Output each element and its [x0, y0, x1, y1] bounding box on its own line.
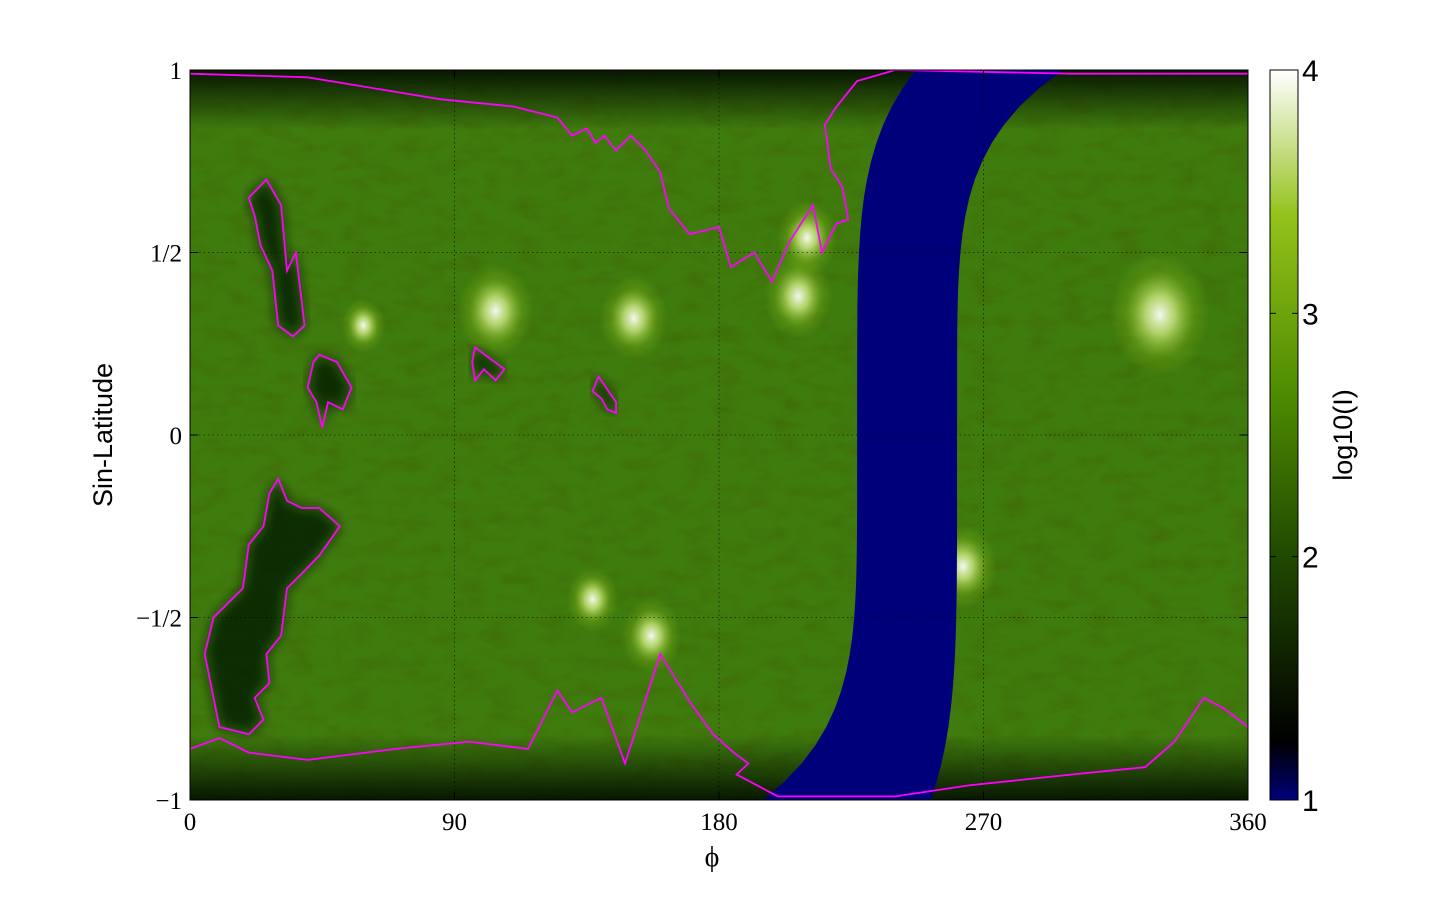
x-tick-label: 0 — [184, 809, 197, 836]
x-tick-label: 270 — [965, 809, 1003, 836]
coronal-hole-fills — [204, 179, 617, 735]
x-tick-label: 180 — [700, 809, 738, 836]
x-axis-ticks: 0 90 180 270 360 — [184, 70, 1267, 836]
bright-region-2 — [599, 275, 668, 361]
small-hole-right-fill — [592, 376, 617, 414]
south-west-hole-contour — [203, 476, 342, 736]
colorbar-label: log10(I) — [1328, 389, 1358, 481]
colorbar-gradient — [1269, 69, 1299, 801]
x-tick-label: 90 — [442, 809, 467, 836]
missing-data-band — [763, 70, 1063, 800]
south-west-hole-fill — [204, 478, 340, 735]
colorbar-tick-label: 2 — [1302, 542, 1319, 575]
plot-area — [190, 70, 1248, 800]
bright-region-8 — [341, 298, 386, 353]
bright-region-1 — [457, 263, 534, 359]
x-tick-label: 360 — [1229, 809, 1267, 836]
y-tick-label: 1 — [170, 58, 183, 85]
x-axis-label: ϕ — [705, 842, 720, 873]
colorbar: 1 2 3 4 log10(I) — [1269, 55, 1358, 818]
south-polar-hole-contour — [190, 651, 1248, 798]
colorbar-tick-label: 3 — [1302, 298, 1319, 331]
bright-region-3 — [764, 253, 833, 339]
midlat-hole-left-contour — [247, 178, 306, 338]
eq-hole-left-contour — [306, 353, 353, 428]
small-hole-mid-contour — [471, 345, 506, 383]
midlat-hole-left-fill — [248, 179, 305, 337]
coronal-hole-contours — [190, 70, 1248, 798]
bright-region-0 — [1109, 252, 1210, 378]
bright-region-5 — [566, 566, 619, 632]
colorbar-tick-label: 1 — [1302, 785, 1319, 818]
y-axis-ticks: 1 1/2 0 −1/2 −1 — [136, 58, 1248, 815]
bright-regions — [341, 200, 1210, 674]
small-hole-mid-fill — [472, 347, 505, 381]
y-tick-label: −1 — [155, 788, 182, 815]
north-polar-hole-contour — [190, 70, 1248, 284]
bright-region-6 — [621, 598, 682, 674]
y-tick-label: −1/2 — [136, 606, 182, 633]
bright-region-4 — [777, 200, 838, 276]
small-hole-right-contour — [591, 374, 617, 415]
y-tick-label: 1/2 — [150, 241, 182, 268]
y-axis-label: Sin-Latitude — [88, 363, 118, 507]
colorbar-tick-label: 4 — [1302, 55, 1319, 88]
y-tick-label: 0 — [170, 423, 183, 450]
grid-lines — [190, 70, 1248, 800]
colorbar-ticks: 1 2 3 4 — [1270, 55, 1319, 818]
